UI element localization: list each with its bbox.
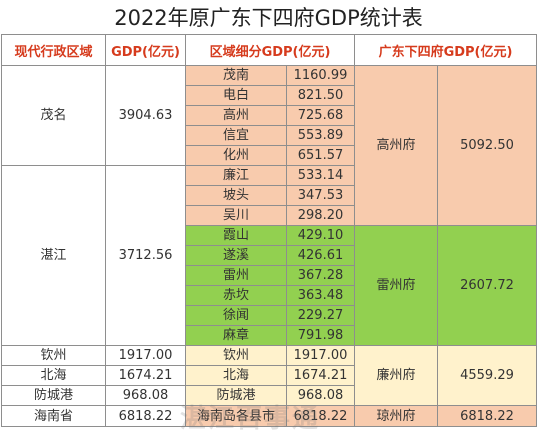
subregion-name: 霞山 [185,225,287,246]
prefecture-gdp: 4559.29 [437,345,537,406]
region-name: 茂名 [1,65,106,166]
subregion-gdp: 229.27 [286,305,355,326]
region-gdp: 1917.00 [105,345,186,366]
region-gdp: 968.08 [105,385,186,406]
region-name: 北海 [1,365,106,386]
region-name: 防城港 [1,385,106,406]
subregion-gdp: 651.57 [286,145,355,166]
prefecture-name: 琼州府 [354,405,438,427]
subregion-name: 麻章 [185,325,287,346]
table-row: 信宜 553.89 [2,125,537,146]
header-gdp: GDP(亿元) [105,34,186,66]
subregion-name: 信宜 [185,125,287,146]
region-gdp: 3904.63 [105,65,186,166]
gdp-table: 现代行政区域 GDP(亿元) 区域细分GDP(亿元) 广东下四府GDP(亿元) … [1,34,537,427]
table-row: 赤坎 363.48 [2,285,537,306]
region-name: 湛江 [1,165,106,346]
region-gdp: 3712.56 [105,165,186,346]
subregion-gdp: 426.61 [286,245,355,266]
subregion-gdp: 347.53 [286,185,355,206]
header-prefecture-gdp: 广东下四府GDP(亿元) [354,34,537,66]
prefecture-name: 廉州府 [354,345,438,406]
subregion-name: 吴川 [185,205,287,226]
subregion-gdp: 533.14 [286,165,355,186]
table-row: 高州 725.68 [2,105,537,126]
subregion-name: 防城港 [185,385,287,406]
header-region: 现代行政区域 [1,34,106,66]
subregion-gdp: 1160.99 [286,65,355,86]
table-row: 雷州 367.28 [2,265,537,286]
subregion-name: 北海 [185,365,287,386]
prefecture-name: 高州府 [354,65,438,226]
header-row: 现代行政区域 GDP(亿元) 区域细分GDP(亿元) 广东下四府GDP(亿元) [1,34,537,66]
subregion-gdp: 821.50 [286,85,355,106]
table-row: 电白 821.50 [2,85,537,106]
prefecture-gdp: 5092.50 [437,65,537,226]
subregion-name: 坡头 [185,185,287,206]
subregion-gdp: 363.48 [286,285,355,306]
prefecture-gdp: 2607.72 [437,225,537,346]
subregion-gdp: 968.08 [286,385,355,406]
subregion-gdp: 1917.00 [286,345,355,366]
subregion-name: 廉江 [185,165,287,186]
region-name: 海南省 [1,405,106,427]
subregion-gdp: 429.10 [286,225,355,246]
subregion-gdp: 1674.21 [286,365,355,386]
subregion-name: 遂溪 [185,245,287,266]
table-row: 徐闻 229.27 [2,305,537,326]
subregion-gdp: 791.98 [286,325,355,346]
subregion-name: 徐闻 [185,305,287,326]
region-gdp: 1674.21 [105,365,186,386]
header-sub-gdp: 区域细分GDP(亿元) [185,34,355,66]
table-row: 钦州 1917.00 钦州 1917.00 廉州府 4559.29 [1,345,537,406]
region-gdp: 6818.22 [105,405,186,427]
table-row: 北海 1674.21 北海 1674.21 [1,365,537,386]
subregion-name: 茂南 [185,65,287,86]
prefecture-gdp: 6818.22 [437,405,537,427]
table-row: 吴川 298.20 [2,205,537,226]
subregion-name: 电白 [185,85,287,106]
page-title: 2022年原广东下四府GDP统计表 [114,6,423,30]
subregion-name: 海南岛各县市 [185,405,287,427]
table-row: 海南省 6818.22 海南岛各县市 6818.22 琼州府 6818.22 [1,405,537,427]
subregion-gdp: 553.89 [286,125,355,146]
subregion-name: 钦州 [185,345,287,366]
prefecture-name: 雷州府 [354,225,438,346]
subregion-name: 雷州 [185,265,287,286]
region-name: 钦州 [1,345,106,366]
table-row: 麻章 791.98 [2,325,537,346]
subregion-gdp: 298.20 [286,205,355,226]
subregion-gdp: 725.68 [286,105,355,126]
subregion-name: 高州 [185,105,287,126]
subregion-gdp: 367.28 [286,265,355,286]
table-row: 茂名 3904.63 茂南 1160.99 高州府 5092.50 [1,65,537,226]
subregion-name: 化州 [185,145,287,166]
subregion-name: 赤坎 [185,285,287,306]
table-row: 湛江 3712.56 廉江 533.14 [1,165,537,346]
subregion-gdp: 6818.22 [286,405,355,427]
table-row: 防城港 968.08 防城港 968.08 [1,385,537,406]
